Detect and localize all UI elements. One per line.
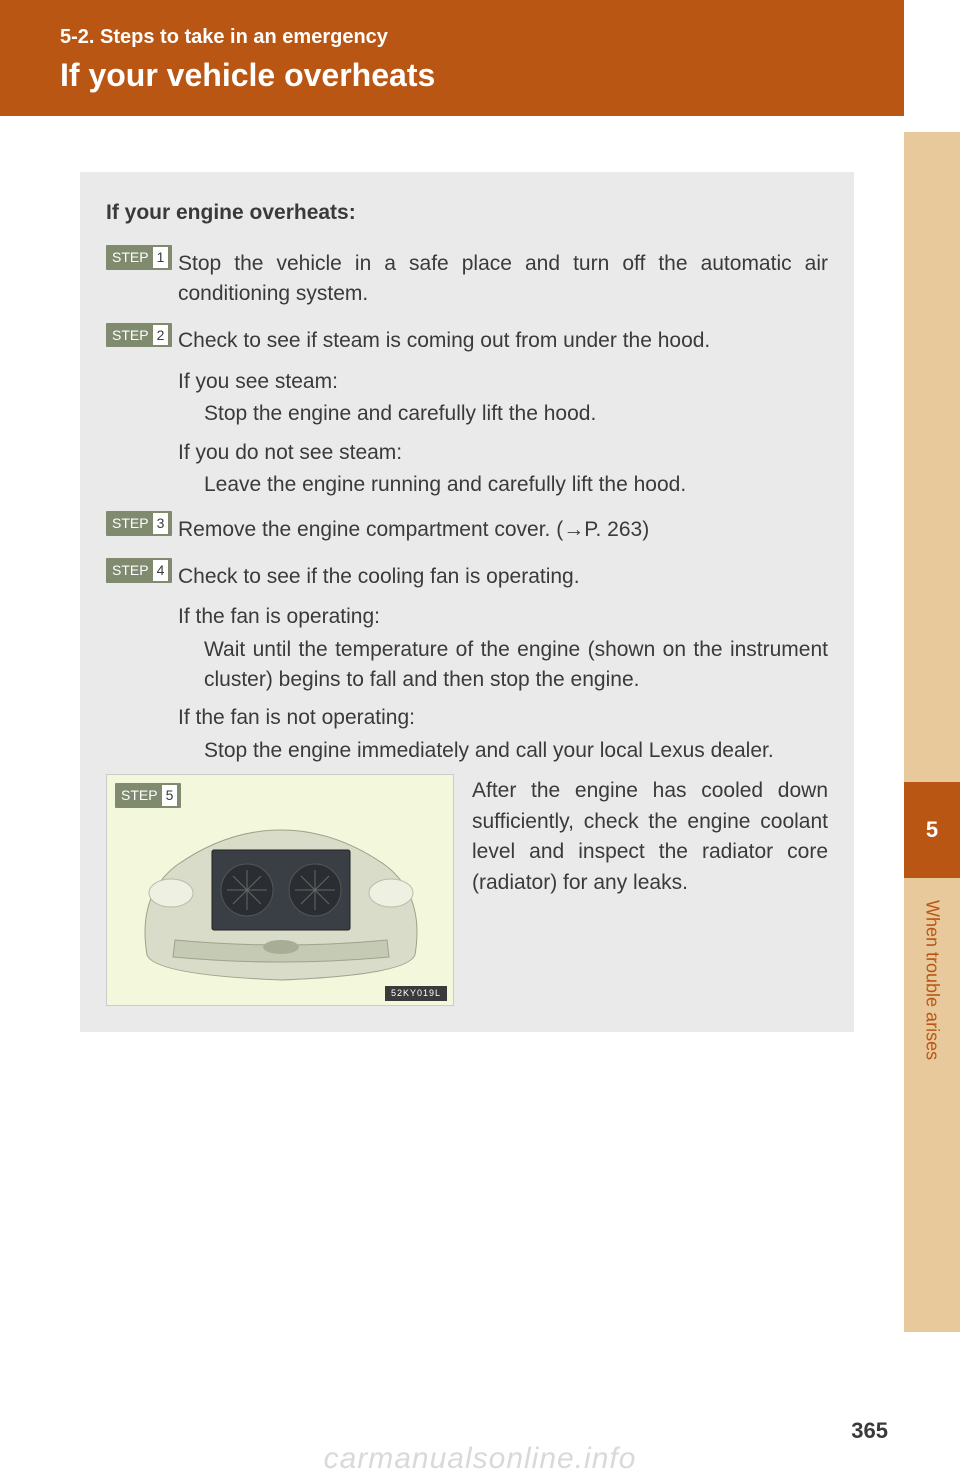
step-4-if-b-sub: Stop the engine immediately and call you…	[204, 736, 828, 766]
car-front-illustration	[107, 775, 455, 1007]
step-3-text: Remove the engine compartment cover. (→P…	[178, 515, 828, 545]
image-code: 52KY019L	[385, 986, 447, 1001]
step-4-if-b: If the fan is not operating:	[178, 703, 828, 733]
step-1-text: Stop the vehicle in a safe place and tur…	[178, 249, 828, 310]
step-4-text: Check to see if the cooling fan is opera…	[178, 562, 828, 592]
page-title: If your vehicle overheats	[60, 57, 844, 94]
step-badge: STEP4	[106, 558, 172, 582]
step-4: STEP4 Check to see if the cooling fan is…	[106, 555, 828, 592]
chapter-label: When trouble arises	[904, 890, 960, 1190]
step-2-if-a-sub: Stop the engine and carefully lift the h…	[204, 399, 828, 429]
page-header: 5-2. Steps to take in an emergency If yo…	[0, 0, 904, 116]
engine-image: STEP5 52KY019L	[106, 774, 454, 1006]
step-2-if-b-sub: Leave the engine running and carefully l…	[204, 470, 828, 500]
step-badge: STEP2	[106, 323, 172, 347]
step-2-if-a: If you see steam:	[178, 367, 828, 397]
content-box: If your engine overheats: STEP1 Stop the…	[80, 172, 854, 1032]
step-2-if-b: If you do not see steam:	[178, 438, 828, 468]
page-number: 365	[851, 1418, 888, 1444]
step-4-if-a-sub: Wait until the temperature of the engine…	[204, 635, 828, 696]
step-5-wrap: STEP5 52KY019L After the engine has cool…	[106, 774, 828, 1006]
step-3: STEP3 Remove the engine compartment cove…	[106, 508, 828, 545]
step-5-text: After the engine has cooled down suffici…	[472, 774, 828, 1006]
step-badge: STEP3	[106, 511, 172, 535]
lead-text: If your engine overheats:	[106, 198, 828, 228]
section-label: 5-2. Steps to take in an emergency	[60, 26, 844, 49]
step-2-text: Check to see if steam is coming out from…	[178, 326, 828, 356]
step-2: STEP2 Check to see if steam is coming ou…	[106, 320, 828, 357]
step-4-if-a: If the fan is operating:	[178, 602, 828, 632]
watermark: carmanualsonline.info	[0, 1442, 960, 1476]
step-1: STEP1 Stop the vehicle in a safe place a…	[106, 242, 828, 309]
step-badge: STEP1	[106, 245, 172, 269]
chapter-number: 5	[904, 782, 960, 878]
